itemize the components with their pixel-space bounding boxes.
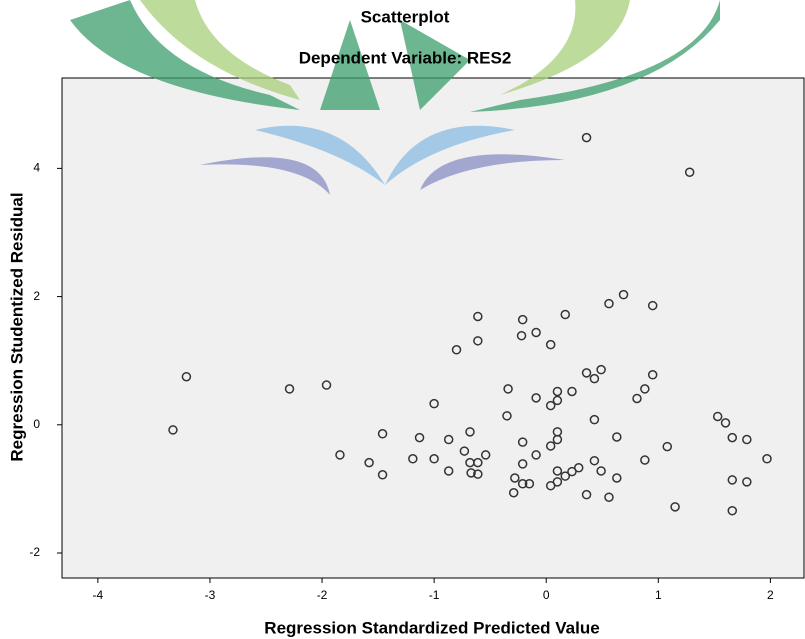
x-tick-label: -4 bbox=[93, 588, 104, 602]
x-tick-label: -2 bbox=[317, 588, 328, 602]
x-tick-label: 2 bbox=[767, 588, 774, 602]
y-axis-label: Regression Studentized Residual bbox=[7, 192, 26, 461]
chart: Scatterplot Dependent Variable: RES2 Reg… bbox=[0, 0, 805, 639]
chart-title: Scatterplot bbox=[361, 7, 450, 26]
x-axis-label: Regression Standardized Predicted Value bbox=[264, 618, 599, 637]
x-tick-label: 0 bbox=[543, 588, 550, 602]
y-tick-label: 2 bbox=[33, 289, 40, 303]
y-tick-label: -2 bbox=[29, 545, 40, 559]
x-tick-label: 1 bbox=[655, 588, 662, 602]
y-tick-label: 4 bbox=[33, 161, 40, 175]
y-tick-label: 0 bbox=[33, 417, 40, 431]
x-tick-label: -1 bbox=[429, 588, 440, 602]
chart-subtitle: Dependent Variable: RES2 bbox=[299, 48, 512, 67]
x-tick-label: -3 bbox=[205, 588, 216, 602]
